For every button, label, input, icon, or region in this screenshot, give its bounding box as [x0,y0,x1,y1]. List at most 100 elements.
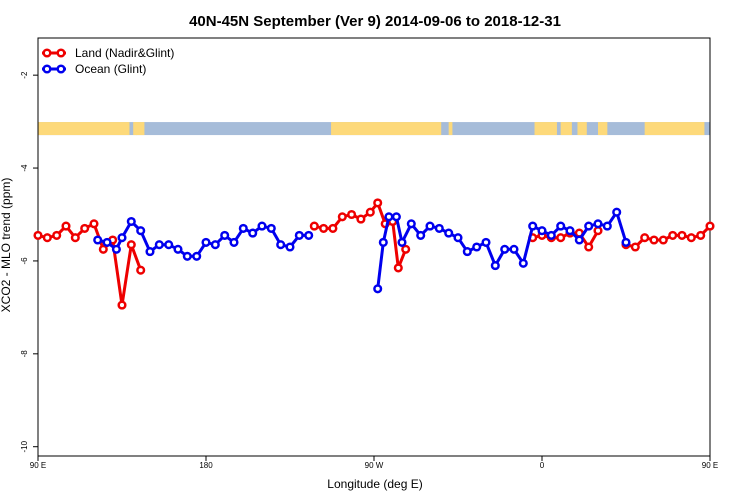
series-1-point-1-20 [546,230,556,240]
series-1-point-1-28 [621,237,631,247]
series-1-point-1-2 [384,212,394,222]
series-1-point-0-21 [285,242,295,252]
series-1-point-1-7 [425,221,435,231]
y-tick-label-4: -10 [20,440,29,452]
series-1-point-1-12 [472,242,482,252]
land-strip-segment-1 [133,122,137,136]
legend-label-0: Land (Nadir&Glint) [75,46,174,60]
chart-title: 40N-45N September (Ver 9) 2014-09-06 to … [189,13,561,30]
series-1-point-1-8 [434,223,444,233]
series-1-point-0-3 [117,233,127,243]
legend-marker-left-0 [42,48,52,58]
legend-marker-left-1 [42,64,52,74]
series-1-point-0-7 [154,240,164,250]
series-1-point-0-18 [257,221,267,231]
series-0-point-1-6 [365,207,375,217]
plot-area: 90 E 180 90 W 0 90 E -2 -4 -6 -8 -10 [20,37,718,470]
series-1-point-1-0 [373,284,383,294]
land-strip-segment-3 [331,122,442,136]
series-0-point-3-2 [640,233,650,243]
series-0-point-0-11 [136,265,146,275]
series-1-point-1-18 [528,221,538,231]
series-0-point-0-0 [33,230,43,240]
series-1-point-0-0 [93,235,103,245]
series-1-point-1-16 [509,244,519,254]
land-strip-segment-8 [598,122,608,136]
series-1-point-0-11 [192,251,202,261]
series-1-point-0-5 [136,226,146,236]
series-1-point-0-2 [111,244,121,254]
series-1-point-0-4 [126,216,136,227]
series-0-point-1-11 [401,244,411,254]
land-strip-segment-5 [534,122,557,136]
land-strip-segment-6 [560,122,572,136]
series-0-point-3-4 [658,235,668,245]
series-1-point-0-9 [173,244,183,254]
series-0-point-0-3 [61,221,71,231]
series-1-point-1-1 [378,237,388,247]
plot-frame [37,37,711,457]
y-tick-label-1: -4 [20,164,29,172]
series-0-point-3-8 [696,230,706,240]
series-0-point-0-4 [70,233,80,243]
series-1-point-1-23 [574,235,584,245]
series-1-point-0-19 [266,223,276,233]
x-tick-label-2: 90 W [365,461,384,470]
y-tick-label-3: -8 [20,350,29,358]
series-0-line-1 [313,201,408,270]
series-0-point-0-6 [89,219,99,229]
series-0-point-1-0 [309,221,319,231]
series-0-point-0-1 [42,233,52,243]
series-1-point-1-11 [462,247,472,257]
series-0-point-1-5 [356,214,366,224]
series-0-point-0-2 [52,230,62,240]
legend-marker-right-1 [56,64,66,74]
series-1-point-0-14 [220,230,230,240]
series-0 [33,198,715,310]
series-1-point-0-13 [210,240,220,250]
land-strip-segment-7 [577,122,587,136]
series-1-point-1-4 [397,237,407,247]
land-strip-segment-0 [38,122,130,136]
series-1-point-0-8 [164,240,174,250]
series-1-point-0-15 [229,237,239,247]
series-1-point-1-26 [602,221,612,231]
series-1-point-0-20 [276,240,286,250]
series-1-point-0-10 [182,251,192,261]
series-1-point-1-19 [537,226,547,236]
series-1-point-1-15 [500,244,510,254]
series-0-point-2-7 [593,226,603,236]
series-1-point-1-9 [444,228,454,238]
series-1-point-1-13 [481,237,491,247]
series-0-point-0-7 [98,244,108,254]
series-0-point-2-3 [556,233,566,243]
y-tick-label-2: -6 [20,257,29,265]
legend-marker-right-0 [56,48,66,58]
y-axis-label: XCO2 - MLO trend (ppm) [0,178,13,313]
series-0-point-1-3 [337,212,347,222]
series-0-point-0-10 [126,240,136,250]
series-0-point-1-7 [373,198,383,208]
series-1-point-0-1 [102,237,112,247]
land-strip-segment-9 [644,122,705,136]
series-1-point-0-17 [248,228,258,238]
series-1-point-1-21 [556,221,566,231]
land-strip-segment-2 [136,122,145,136]
legend-label-1: Ocean (Glint) [75,62,146,76]
series-1-point-1-17 [518,258,528,268]
series-1-point-0-22 [294,230,304,240]
x-tick-label-1: 180 [199,461,213,470]
land-strip-segment-4 [448,122,453,136]
series-1-point-1-6 [416,230,426,240]
y-tick-label-0: -2 [20,71,29,79]
series-1-point-1-22 [565,226,575,236]
series-1-point-1-5 [406,219,416,229]
series-1-point-1-25 [593,219,603,229]
series-0-point-0-5 [80,223,90,233]
series-0-point-2-6 [584,242,594,252]
x-tick-label-4: 90 E [702,461,718,470]
series-1-point-1-14 [490,261,500,271]
series-1-point-1-3 [391,212,401,222]
series-0-point-1-4 [347,209,357,220]
x-tick-label-3: 0 [540,461,545,470]
